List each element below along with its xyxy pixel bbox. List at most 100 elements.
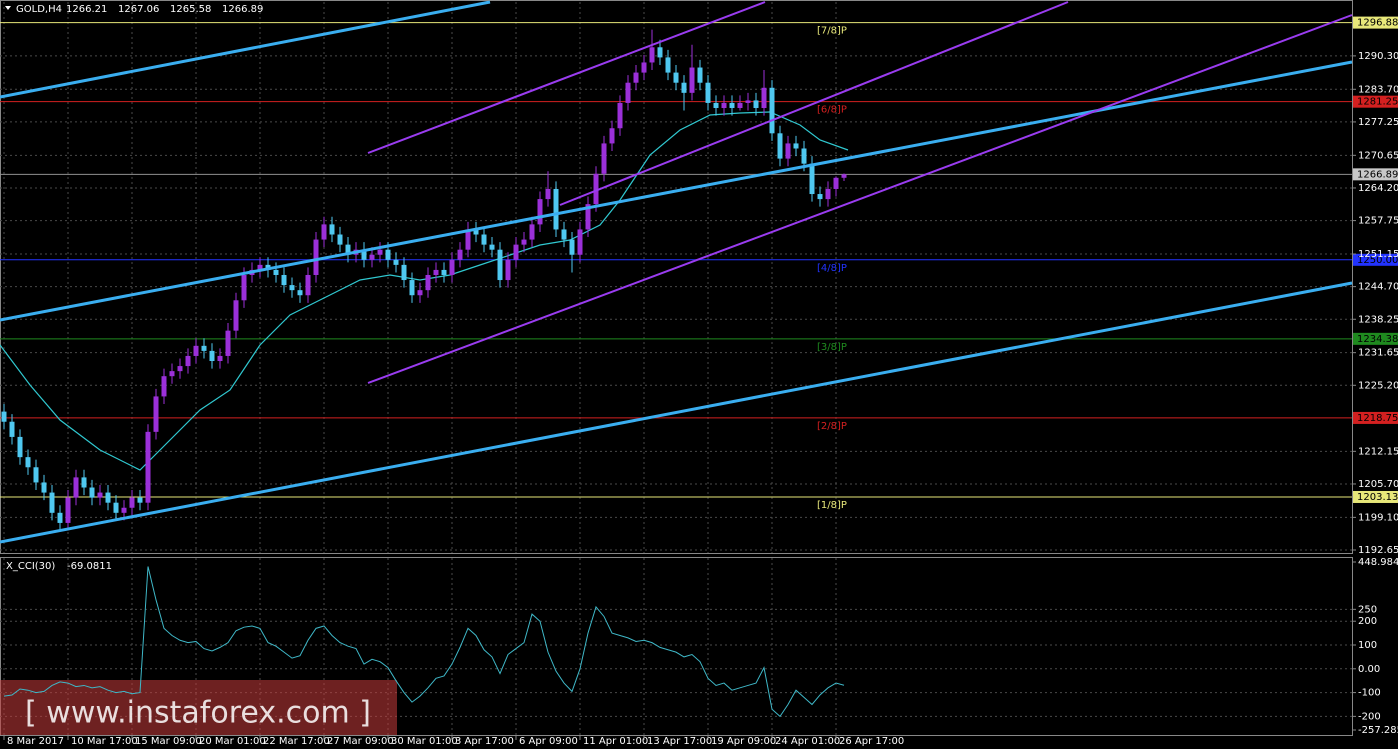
candle-body bbox=[553, 188, 559, 230]
candle-body bbox=[601, 143, 607, 174]
y-tick-label: 1192.65 bbox=[1358, 545, 1398, 556]
candle-body bbox=[121, 507, 127, 513]
symbol: GOLD,H4 bbox=[16, 4, 62, 15]
candle-body bbox=[449, 259, 455, 275]
level-label: [6/8]P bbox=[817, 105, 847, 116]
channel bbox=[367, 1, 1353, 384]
x-tick-label: 6 Apr 09:00 bbox=[519, 736, 578, 747]
candle-body bbox=[713, 102, 719, 109]
candle-body bbox=[793, 143, 799, 149]
candle-body bbox=[225, 330, 231, 356]
candle-body bbox=[313, 239, 319, 275]
candle-body bbox=[497, 249, 503, 281]
y-tick-label: 0.00 bbox=[1358, 664, 1380, 675]
candle-body bbox=[737, 102, 743, 109]
candle-body bbox=[233, 300, 239, 331]
price-box bbox=[1353, 168, 1398, 181]
x-tick-label: 3 Apr 17:00 bbox=[455, 736, 514, 747]
candle-body bbox=[305, 274, 311, 296]
candle-body bbox=[529, 224, 535, 240]
candle-body bbox=[177, 366, 183, 372]
candle-body bbox=[785, 143, 791, 159]
candle-body bbox=[641, 62, 647, 73]
candle-body bbox=[185, 355, 191, 367]
candle-body bbox=[25, 457, 31, 468]
candle-body bbox=[337, 234, 343, 245]
y-tick-label: 1212.15 bbox=[1358, 446, 1398, 457]
y-tick-label: 1290.30 bbox=[1358, 51, 1398, 62]
candle-body bbox=[673, 72, 679, 83]
candle-body bbox=[537, 199, 543, 225]
y-tick-label: 100 bbox=[1358, 640, 1377, 651]
candle-body bbox=[625, 82, 631, 103]
channel-line bbox=[367, 1, 766, 154]
candle-body bbox=[721, 102, 727, 109]
candle-body bbox=[657, 47, 663, 58]
candle-body bbox=[321, 224, 327, 240]
candle-body bbox=[241, 274, 247, 301]
candle-body bbox=[273, 269, 279, 275]
level-box bbox=[1353, 16, 1398, 29]
candle-body bbox=[33, 467, 39, 483]
candle-body bbox=[41, 482, 47, 493]
level-value: 1281.25 bbox=[1357, 97, 1398, 108]
y-tick-label: 1199.10 bbox=[1358, 512, 1398, 523]
candle-body bbox=[441, 269, 447, 275]
candle-body bbox=[481, 234, 487, 245]
candle-body bbox=[417, 290, 423, 296]
y-tick-label: 250 bbox=[1358, 604, 1377, 615]
candle-body bbox=[217, 355, 223, 362]
x-tick-label: 27 Mar 09:00 bbox=[327, 736, 394, 747]
channel-line bbox=[367, 14, 1353, 384]
candle-body bbox=[401, 264, 407, 281]
candle-body bbox=[201, 345, 207, 351]
candle-body bbox=[753, 100, 759, 109]
level-value: 1296.88 bbox=[1357, 18, 1398, 29]
level-box bbox=[1353, 95, 1398, 108]
indicator-value: -69.0811 bbox=[67, 561, 112, 572]
candle-body bbox=[593, 173, 599, 205]
candle-body bbox=[81, 477, 87, 488]
candle-body bbox=[809, 163, 815, 195]
watermark: [ www.instaforex.com ] bbox=[25, 696, 371, 731]
y-tick-label: -100 bbox=[1358, 688, 1381, 699]
level-label: [7/8]P bbox=[817, 26, 847, 37]
candle-body bbox=[617, 102, 623, 129]
candle-body bbox=[433, 269, 439, 275]
candle-body bbox=[1, 411, 7, 422]
channel-line bbox=[559, 1, 1069, 206]
candle-body bbox=[457, 249, 463, 260]
x-tick-label: 30 Mar 01:00 bbox=[391, 736, 458, 747]
x-tick-label: 15 Mar 09:00 bbox=[135, 736, 202, 747]
candle-body bbox=[633, 72, 639, 83]
candle-body bbox=[425, 274, 431, 291]
candle-body bbox=[57, 512, 63, 523]
candle-body bbox=[409, 280, 415, 296]
candle-body bbox=[689, 67, 695, 93]
candle-body bbox=[729, 102, 735, 109]
candle-body bbox=[369, 254, 375, 260]
indicator-frame bbox=[0, 557, 1353, 736]
candle-body bbox=[761, 87, 767, 109]
candle-body bbox=[361, 249, 367, 260]
y-tick-label: 1277.25 bbox=[1358, 117, 1398, 128]
candle-body bbox=[329, 224, 335, 235]
candle-body bbox=[697, 67, 703, 83]
candle-body bbox=[193, 345, 199, 356]
candle-body bbox=[385, 249, 391, 260]
cci-line bbox=[3, 566, 845, 718]
y-tick-label: 1283.70 bbox=[1358, 84, 1398, 95]
candle-body bbox=[17, 436, 23, 458]
candle-body bbox=[393, 259, 399, 265]
level-box bbox=[1353, 253, 1398, 266]
candle-body bbox=[169, 371, 175, 377]
y-tick-label: 1238.25 bbox=[1358, 314, 1398, 325]
candle-body bbox=[521, 239, 527, 245]
candle-body bbox=[649, 47, 655, 63]
trendlines bbox=[0, 0, 1353, 544]
levels: [7/8]P 1296.88 [6/8]P 1281.25 [4/8]P 1250.00 [… bbox=[0, 16, 1398, 511]
close-price: 1266.89 bbox=[222, 4, 263, 15]
level-label: [2/8]P bbox=[817, 421, 847, 432]
